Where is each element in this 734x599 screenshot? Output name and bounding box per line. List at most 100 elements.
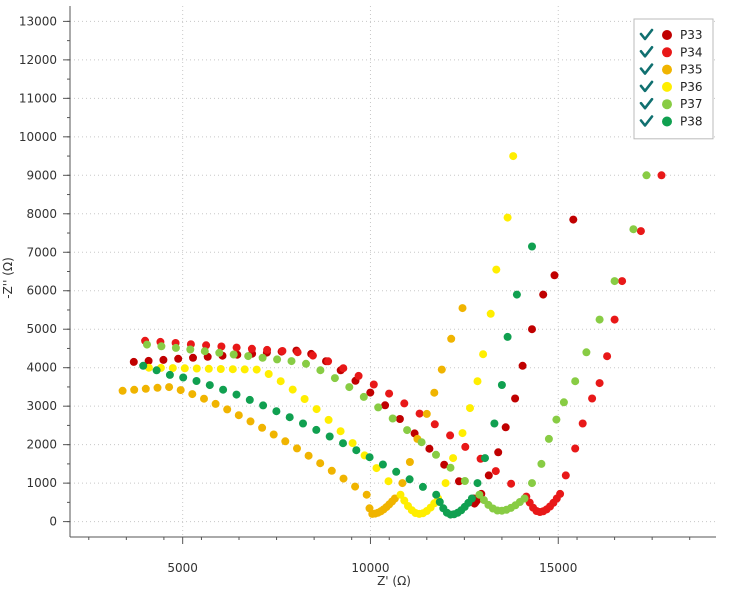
check-icon[interactable] <box>639 63 654 75</box>
y-tick-label: 11000 <box>19 91 57 105</box>
data-point <box>403 426 412 435</box>
data-point <box>492 265 501 274</box>
data-point <box>246 417 255 426</box>
data-point <box>507 479 516 488</box>
data-point <box>490 419 499 428</box>
y-tick-label: 7000 <box>26 245 57 259</box>
data-point <box>539 290 548 299</box>
data-point <box>642 171 651 180</box>
data-point <box>168 364 177 373</box>
data-point <box>223 405 232 414</box>
data-point <box>351 482 360 491</box>
legend-swatch <box>662 99 672 110</box>
y-tick-label: 5000 <box>26 322 57 336</box>
data-point <box>486 309 495 318</box>
data-point <box>180 364 189 373</box>
data-point <box>269 430 278 439</box>
data-point <box>636 227 645 236</box>
data-point <box>425 444 434 453</box>
data-point <box>288 385 297 394</box>
data-point <box>141 384 150 393</box>
data-point <box>503 332 512 341</box>
data-point <box>384 477 393 486</box>
data-point <box>528 242 536 251</box>
data-point <box>352 446 361 455</box>
data-point <box>497 381 506 389</box>
data-point <box>359 392 368 401</box>
y-axis-label: -Z'' (Ω) <box>1 257 15 299</box>
data-point <box>263 345 272 354</box>
data-point <box>324 415 333 424</box>
data-point <box>458 304 467 313</box>
check-icon[interactable] <box>639 46 654 58</box>
data-point <box>228 365 237 374</box>
data-point <box>473 377 482 386</box>
data-point <box>365 453 374 462</box>
data-point <box>240 365 249 374</box>
data-point <box>312 425 321 434</box>
x-tick-label: 15000 <box>539 561 577 575</box>
data-point <box>272 407 281 416</box>
y-tick-label: 0 <box>49 515 57 529</box>
legend-item-P34[interactable]: P34 <box>639 45 703 59</box>
data-point <box>528 479 536 488</box>
data-point <box>392 467 401 476</box>
legend-item-P37[interactable]: P37 <box>639 97 703 111</box>
legend-item-P36[interactable]: P36 <box>639 80 703 94</box>
data-point <box>130 385 139 394</box>
y-tick-label: 4000 <box>26 361 57 375</box>
data-point <box>369 380 378 389</box>
data-point <box>481 454 489 463</box>
check-icon[interactable] <box>639 97 654 110</box>
data-point <box>324 357 333 366</box>
data-point <box>143 340 151 349</box>
data-point <box>501 423 510 432</box>
data-point <box>378 460 387 469</box>
legend-item-P35[interactable]: P35 <box>639 63 703 77</box>
y-tick-label: 9000 <box>26 168 57 182</box>
data-point <box>345 383 354 392</box>
data-point <box>362 490 371 499</box>
data-point <box>152 366 161 375</box>
data-point <box>550 271 559 280</box>
data-point <box>578 419 587 428</box>
data-point <box>229 350 238 359</box>
y-tick-label: 8000 <box>26 207 57 221</box>
series-P33 <box>129 215 578 508</box>
y-tick-label: 3000 <box>26 399 57 413</box>
data-point <box>325 432 334 441</box>
data-point <box>247 344 256 353</box>
data-point <box>432 490 441 499</box>
data-point <box>418 482 427 491</box>
data-point <box>455 477 463 486</box>
data-point <box>430 388 439 397</box>
data-point <box>211 399 220 408</box>
data-point <box>610 277 619 286</box>
data-point <box>467 494 476 503</box>
data-point <box>509 152 518 161</box>
data-point <box>381 401 390 410</box>
legend-item-P33[interactable]: P33 <box>639 28 703 42</box>
data-point <box>461 442 470 451</box>
data-point <box>475 490 484 499</box>
check-icon[interactable] <box>639 28 654 41</box>
legend-item-P38[interactable]: P38 <box>639 115 703 129</box>
data-point <box>339 364 348 373</box>
axes: 5000 10000 15000 0 1000 2000 3000 4000 5000 6000 7… <box>19 6 716 575</box>
data-point <box>657 171 666 180</box>
legend-swatch <box>662 116 672 127</box>
legend-swatch <box>662 30 672 40</box>
data-point <box>118 386 127 395</box>
check-icon[interactable] <box>639 80 654 93</box>
data-point <box>595 315 604 324</box>
data-point <box>618 277 627 286</box>
data-point <box>629 225 638 234</box>
data-point <box>186 345 195 354</box>
data-point <box>336 427 345 436</box>
series-P36 <box>144 152 518 518</box>
data-point <box>571 444 580 453</box>
check-icon[interactable] <box>639 115 654 127</box>
data-point <box>339 474 348 483</box>
data-point <box>595 379 604 388</box>
data-point <box>520 494 529 503</box>
